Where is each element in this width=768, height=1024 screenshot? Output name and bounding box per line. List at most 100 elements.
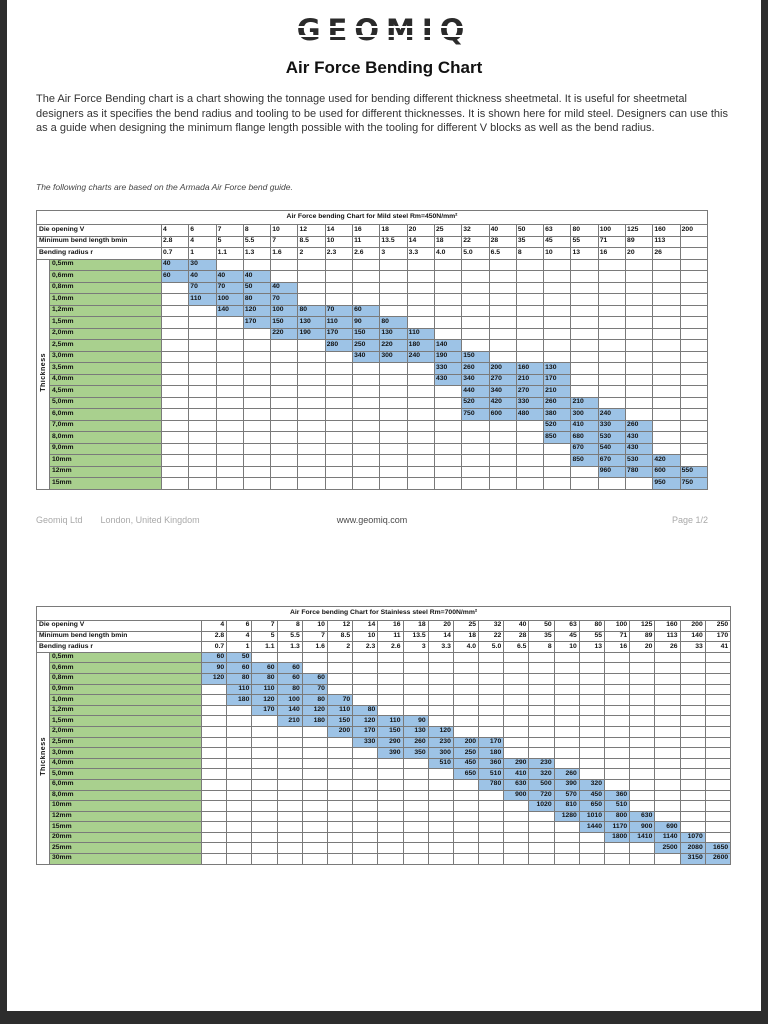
tonnage-cell <box>679 408 708 421</box>
tonnage-cell <box>427 821 454 833</box>
tonnage-cell <box>200 736 228 749</box>
tonnage-cell <box>270 362 299 375</box>
tonnage-cell <box>160 339 190 352</box>
tonnage-cell <box>427 694 454 706</box>
tonnage-cell <box>301 747 328 759</box>
tonnage-cell: 40 <box>242 270 272 283</box>
thickness-row-label: 10mm <box>49 454 162 467</box>
tonnage-cell <box>679 694 706 706</box>
tonnage-cell <box>270 431 299 444</box>
tonnage-cell <box>188 396 217 409</box>
tonnage-cell <box>215 454 244 467</box>
tonnage-cell: 60 <box>276 662 303 674</box>
tonnage-cell <box>427 810 454 823</box>
header-value: 4.0 <box>452 641 480 653</box>
tonnage-cell <box>352 408 381 421</box>
tonnage-cell <box>652 327 681 340</box>
header-value: 4 <box>226 630 253 643</box>
tonnage-cell: 430 <box>625 431 654 444</box>
tonnage-cell <box>603 853 631 865</box>
tonnage-cell: 270 <box>488 373 517 386</box>
tonnage-cell <box>160 385 190 398</box>
page-title: Air Force Bending Chart <box>285 58 483 77</box>
tonnage-cell <box>603 747 631 759</box>
thickness-row-label: 6,0mm <box>49 408 162 421</box>
tonnage-cell <box>679 725 706 738</box>
tonnage-cell <box>406 408 435 421</box>
tonnage-cell <box>603 704 631 717</box>
tonnage-cell <box>679 258 708 271</box>
tonnage-cell <box>406 465 435 478</box>
tonnage-cell: 50 <box>242 281 272 294</box>
tonnage-cell: 300 <box>570 408 599 421</box>
tonnage-cell <box>570 339 599 352</box>
tonnage-cell <box>326 831 354 844</box>
tonnage-cell <box>515 258 545 271</box>
tonnage-cell <box>352 396 381 409</box>
header-value: 16 <box>352 224 381 237</box>
tonnage-cell <box>461 258 490 271</box>
tonnage-cell <box>324 442 354 455</box>
tonnage-cell <box>625 396 654 409</box>
tonnage-cell <box>160 281 190 294</box>
tonnage-cell <box>188 327 217 340</box>
tonnage-cell <box>488 316 517 329</box>
tonnage-cell <box>603 768 631 780</box>
tonnage-cell <box>704 821 732 833</box>
header-value: 160 <box>654 620 681 632</box>
header-value: 4 <box>188 235 217 248</box>
header-label: Die opening V <box>36 620 202 632</box>
tonnage-cell: 220 <box>379 339 408 352</box>
tonnage-cell <box>433 327 463 340</box>
tonnage-cell <box>625 408 654 421</box>
tonnage-cell <box>270 270 299 283</box>
tonnage-cell <box>553 694 580 706</box>
tonnage-cell <box>679 362 708 375</box>
tonnage-cell <box>251 789 278 802</box>
tonnage-cell <box>377 683 404 696</box>
tonnage-cell <box>326 651 354 664</box>
intro-paragraph: The Air Force Bending chart is a chart s… <box>36 93 728 135</box>
thickness-row-label: 2,5mm <box>49 339 162 352</box>
tonnage-cell <box>679 704 706 717</box>
tonnage-cell: 130 <box>543 362 572 375</box>
header-value: 14 <box>324 224 354 237</box>
tonnage-cell <box>301 662 328 674</box>
tonnage-cell <box>324 258 354 271</box>
tonnage-cell <box>326 736 354 749</box>
tonnage-cell <box>242 465 272 478</box>
tonnage-cell <box>452 683 480 696</box>
tonnage-cell <box>270 419 299 432</box>
tonnage-cell: 80 <box>379 316 408 329</box>
header-value: 32 <box>461 224 490 237</box>
tonnage-cell <box>352 465 381 478</box>
header-value: 18 <box>433 235 463 248</box>
tonnage-cell <box>200 768 228 780</box>
tonnage-cell: 800 <box>603 810 631 823</box>
tonnage-cell <box>379 454 408 467</box>
tonnage-cell: 2080 <box>679 842 706 855</box>
tonnage-cell <box>629 694 656 706</box>
header-value: 40 <box>488 224 517 237</box>
tonnage-cell <box>553 757 580 770</box>
tonnage-cell: 60 <box>200 651 228 664</box>
tonnage-cell <box>352 683 379 696</box>
tonnage-cell <box>629 768 656 780</box>
footer-company: Geomiq Ltd <box>36 515 83 525</box>
tonnage-cell <box>352 810 379 823</box>
header-value: 4 <box>160 224 190 237</box>
tonnage-cell: 80 <box>242 293 272 306</box>
tonnage-cell: 30 <box>188 258 217 271</box>
tonnage-cell <box>652 316 681 329</box>
header-value: 32 <box>478 620 505 632</box>
tonnage-cell <box>188 431 217 444</box>
tonnage-cell <box>488 281 517 294</box>
tonnage-cell <box>406 304 435 317</box>
tonnage-cell <box>625 270 654 283</box>
header-value: 12 <box>326 620 354 632</box>
tonnage-cell: 630 <box>503 778 530 791</box>
tonnage-cell <box>242 350 272 363</box>
tonnage-cell: 550 <box>679 465 708 478</box>
tonnage-cell <box>515 465 545 478</box>
tonnage-cell <box>433 316 463 329</box>
